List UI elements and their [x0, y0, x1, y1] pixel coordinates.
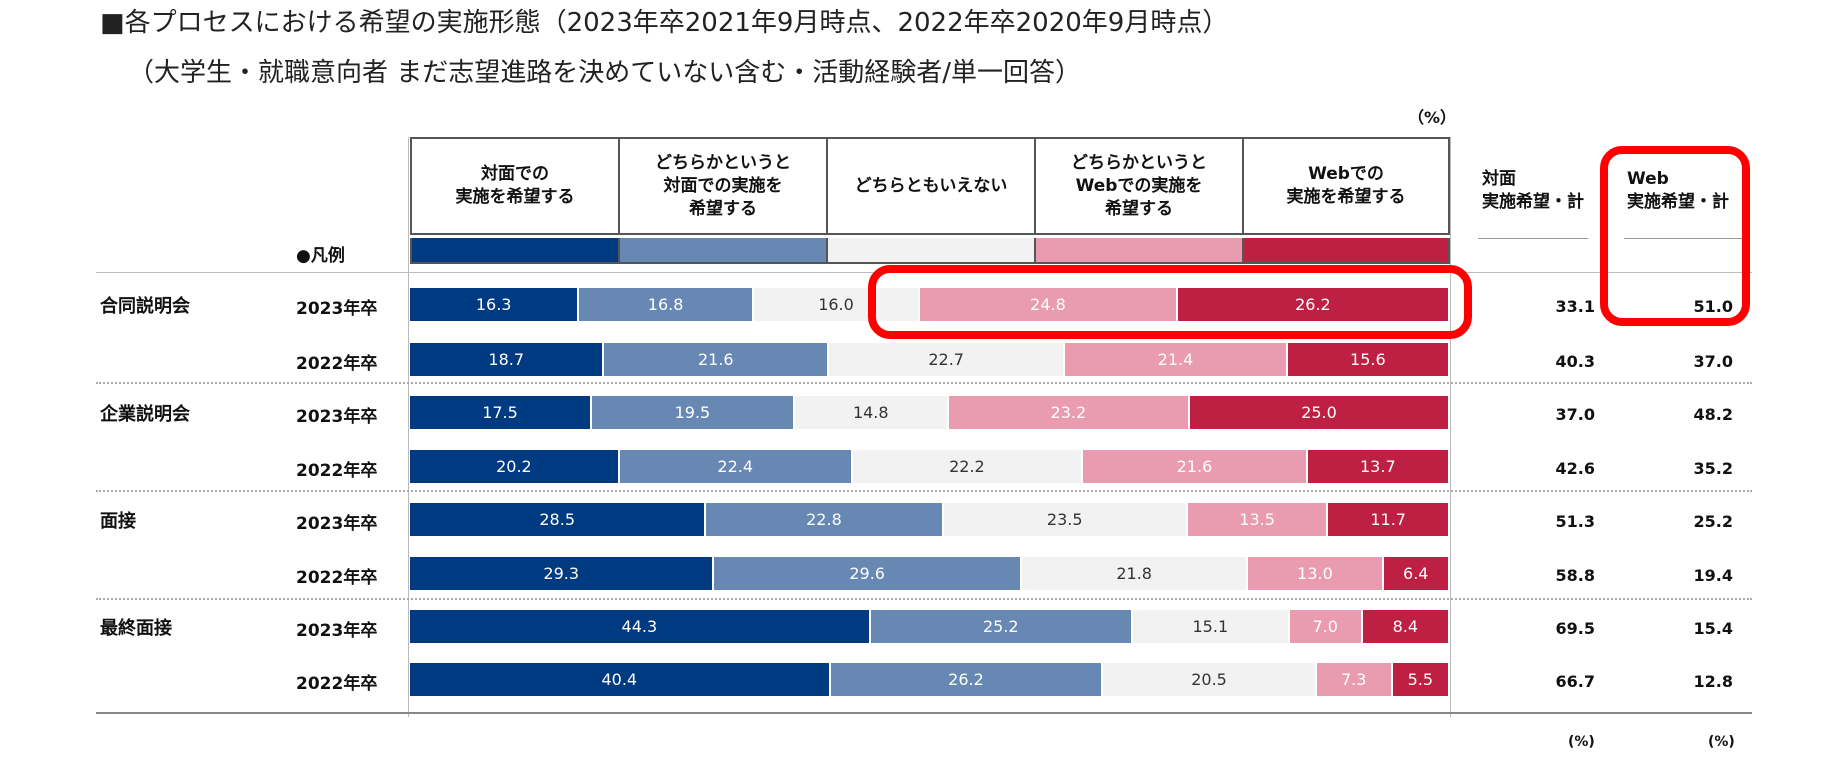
- bar-segment: 29.3: [410, 557, 715, 590]
- face-total-value: 69.5: [1555, 619, 1595, 638]
- group-separator-3: [96, 598, 1752, 600]
- year-label: 2023年卒: [296, 407, 378, 427]
- web-total-value: 35.2: [1693, 459, 1733, 478]
- face-total-value: 33.1: [1555, 297, 1595, 316]
- highlight-box-web-segments: [868, 265, 1472, 339]
- year-label: 2022年卒: [296, 568, 378, 588]
- face-total-value: 42.6: [1555, 459, 1595, 478]
- bar-segment: 21.8: [1021, 557, 1249, 590]
- category-label: 合同説明会: [100, 296, 190, 317]
- bar-segment: 22.2: [852, 450, 1084, 483]
- web-total-value: 51.0: [1693, 297, 1733, 316]
- bar-segment: 22.8: [706, 503, 944, 536]
- legend-header-1: 対面での 実施を希望する: [410, 137, 620, 235]
- bar-segment: 25.2: [870, 610, 1133, 643]
- bar-segment: 8.4: [1362, 610, 1450, 643]
- bar-segment: 7.0: [1289, 610, 1363, 643]
- bar-segment: 24.8: [920, 288, 1178, 321]
- web-total-value: 19.4: [1693, 566, 1733, 585]
- bar-segment: 16.3: [410, 288, 580, 321]
- legend-swatch-2: [618, 238, 828, 264]
- bar-segment: 6.4: [1383, 557, 1450, 590]
- bar-segment: 21.6: [1083, 450, 1308, 483]
- year-label: 2023年卒: [296, 299, 378, 319]
- bar-segment: 29.6: [714, 557, 1022, 590]
- face-total-value: 66.7: [1555, 672, 1595, 691]
- bar-segment: 26.2: [830, 663, 1104, 696]
- web-total-value: 48.2: [1693, 405, 1733, 424]
- legend-header-3: どちらともいえない: [826, 137, 1036, 235]
- chart-subtitle: （大学生・就職意向者 まだ志望進路を決めていない含む・活動経験者/単一回答）: [128, 58, 1082, 88]
- totals-header-rule-2: [1624, 238, 1742, 239]
- bar-segment: 21.6: [604, 343, 830, 376]
- web-total-value: 25.2: [1693, 512, 1733, 531]
- year-label: 2022年卒: [296, 674, 378, 694]
- bar-segment: 7.3: [1316, 663, 1393, 696]
- legend-header-5: Webでの 実施を希望する: [1242, 137, 1450, 235]
- bar-segment: 20.2: [410, 450, 620, 483]
- bar-segment: 26.2: [1177, 288, 1450, 321]
- bar-segment: 15.1: [1132, 610, 1290, 643]
- bar-segment: 22.4: [619, 450, 853, 483]
- legend-label: ●凡例: [296, 246, 345, 266]
- bar-segment: 14.8: [794, 396, 949, 429]
- category-label: 企業説明会: [100, 404, 190, 425]
- year-label: 2023年卒: [296, 514, 378, 534]
- face-total-value: 58.8: [1555, 566, 1595, 585]
- web-total-value: 15.4: [1693, 619, 1733, 638]
- group-separator-2: [96, 490, 1752, 492]
- web-total-value: 12.8: [1693, 672, 1733, 691]
- legend-swatch-3: [826, 238, 1036, 264]
- bar-segment: 28.5: [410, 503, 707, 536]
- bar-segment: 5.5: [1392, 663, 1450, 696]
- bottom-rule: [96, 712, 1752, 714]
- legend-swatch-5: [1242, 238, 1450, 264]
- face-total-value: 51.3: [1555, 512, 1595, 531]
- bar-segment: 44.3: [410, 610, 871, 643]
- bar-segment: 22.7: [829, 343, 1066, 376]
- bar-segment: 13.5: [1187, 503, 1329, 536]
- legend-swatch-4: [1034, 238, 1244, 264]
- bar-segment: 15.6: [1287, 343, 1450, 376]
- bar-segment: 16.0: [753, 288, 921, 321]
- bar-segment: 11.7: [1328, 503, 1450, 536]
- year-label: 2022年卒: [296, 461, 378, 481]
- group-separator-1: [96, 382, 1752, 384]
- web-total-value: 37.0: [1693, 352, 1733, 371]
- unit-label: （%）: [1408, 108, 1457, 127]
- totals-header-rule-1: [1478, 238, 1588, 239]
- bar-segment: 13.7: [1307, 450, 1450, 483]
- face-total-unit: (%): [1568, 734, 1595, 750]
- web-total-unit: (%): [1708, 734, 1735, 750]
- year-label: 2023年卒: [296, 621, 378, 641]
- face-total-header: 対面 実施希望・計: [1482, 169, 1584, 212]
- year-label: 2022年卒: [296, 354, 378, 374]
- bar-segment: 25.0: [1190, 396, 1450, 429]
- face-total-value: 40.3: [1555, 352, 1595, 371]
- bar-segment: 18.7: [410, 343, 605, 376]
- category-label: 面接: [100, 511, 136, 532]
- bar-segment: 21.4: [1065, 343, 1288, 376]
- highlight-box-web-total: [1600, 146, 1750, 326]
- bar-segment: 19.5: [592, 396, 795, 429]
- bar-segment: 17.5: [410, 396, 592, 429]
- plot-frame: [408, 137, 1451, 717]
- bar-segment: 23.2: [948, 396, 1190, 429]
- legend-header-2: どちらかというと 対面での実施を 希望する: [618, 137, 828, 235]
- web-total-header: Web 実施希望・計: [1627, 169, 1729, 212]
- bar-segment: 20.5: [1103, 663, 1317, 696]
- legend-swatch-1: [410, 238, 620, 264]
- bar-segment: 40.4: [410, 663, 831, 696]
- face-total-value: 37.0: [1555, 405, 1595, 424]
- category-label: 最終面接: [100, 618, 172, 639]
- legend-header-4: どちらかというと Webでの実施を 希望する: [1034, 137, 1244, 235]
- bar-segment: 13.0: [1248, 557, 1384, 590]
- bar-segment: 23.5: [943, 503, 1188, 536]
- bar-segment: 16.8: [579, 288, 754, 321]
- chart-title: ■各プロセスにおける希望の実施形態（2023年卒2021年9月時点、2022年卒…: [100, 8, 1229, 38]
